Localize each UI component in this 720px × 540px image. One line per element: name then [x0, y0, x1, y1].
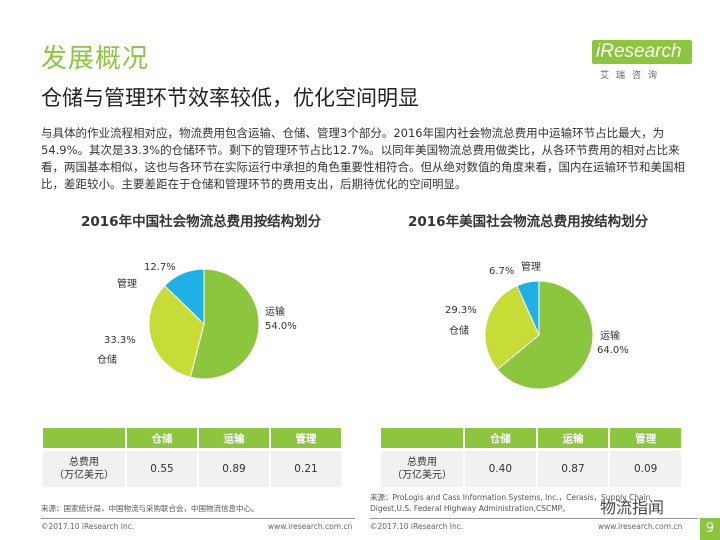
table-header-admin: 管理: [270, 428, 343, 450]
table-cell: 0.21: [270, 448, 343, 487]
label-us-storage: 仓储: [449, 326, 469, 337]
table-cell: 0.55: [126, 448, 199, 487]
footer-url-right: www.iresearch.com.cn: [598, 522, 683, 531]
table-china: 仓储 运输 管理 总费用 （万亿美元） 0.55 0.89 0.21: [43, 428, 343, 487]
pie-slice-1: [484, 285, 540, 371]
page-title: 发展概况: [41, 44, 150, 74]
table-usa: 仓储 运输 管理 总费用 （万亿美元） 0.40 0.87 0.09: [381, 428, 683, 487]
label-cn-admin: 管理: [117, 279, 137, 290]
footer-copyright-left: ©2017.10 iResearch Inc.: [41, 522, 135, 531]
pie-chart-usa: [484, 280, 594, 390]
label-us-transport: 运输: [600, 331, 620, 342]
footer-copyright-right: ©2017.10 iResearch Inc.: [370, 522, 464, 531]
label-cn-transport: 运输: [265, 307, 285, 318]
table-row-label: 总费用 （万亿美元）: [381, 448, 465, 487]
iresearch-logo: iResearch 艾瑞咨询: [592, 40, 692, 81]
label-cn-storage: 仓储: [97, 355, 117, 366]
label-us-admin: 管理: [521, 262, 541, 273]
pie-slice-0: [496, 280, 594, 390]
table-header-transport: 运输: [198, 428, 271, 450]
table-header-storage: 仓储: [464, 428, 538, 450]
table-header-storage: 仓储: [126, 428, 199, 450]
value-cn-admin: 12.7%: [144, 262, 176, 273]
pie-chart-china: [148, 268, 260, 380]
logo-chinese: 艾瑞咨询: [600, 71, 665, 81]
chart-title-usa: 2016年美国社会物流总费用按结构划分: [408, 214, 649, 230]
pie-slice-2: [516, 280, 540, 336]
pie-slice-1: [148, 284, 205, 378]
logo-wordmark: iResearch: [592, 40, 692, 64]
chart-title-china: 2016年中国社会物流总费用按结构划分: [81, 214, 322, 230]
footer-url-left: www.iresearch.com.cn: [268, 522, 353, 531]
pie-slice-0: [189, 268, 260, 380]
table-row-label: 总费用 （万亿美元）: [43, 448, 127, 487]
table-cell: 0.40: [464, 448, 538, 487]
table-cell: 0.89: [198, 448, 271, 487]
table-header-transport: 运输: [536, 428, 611, 450]
table-header-admin: 管理: [609, 428, 683, 450]
table-cell: 0.87: [536, 448, 611, 487]
value-cn-transport: 54.0%: [265, 321, 297, 332]
value-us-transport: 64.0%: [597, 345, 629, 356]
source-left: 来源：国家统计局，中国物流与采购联合会，中国物流信息中心。: [41, 504, 259, 513]
page-number: 9: [700, 518, 720, 540]
value-us-admin: 6.7%: [489, 266, 515, 277]
footer-divider-left: [41, 518, 355, 519]
watermark-text: 物流指闻: [600, 498, 665, 517]
page-subtitle: 仓储与管理环节效率较低，优化空间明显: [41, 86, 419, 110]
table-cell: 0.09: [609, 448, 683, 487]
source-right: 来源：ProLogis and Cass Information Systems…: [370, 493, 651, 513]
pie-slice-2: [163, 268, 205, 326]
value-us-storage: 29.3%: [445, 305, 477, 316]
intro-paragraph: 与具体的作业流程相对应，物流费用包含运输、仓储、管理3个部分。2016年国内社会…: [41, 126, 685, 191]
value-cn-storage: 33.3%: [104, 335, 136, 346]
footer-divider-right: [370, 518, 698, 519]
